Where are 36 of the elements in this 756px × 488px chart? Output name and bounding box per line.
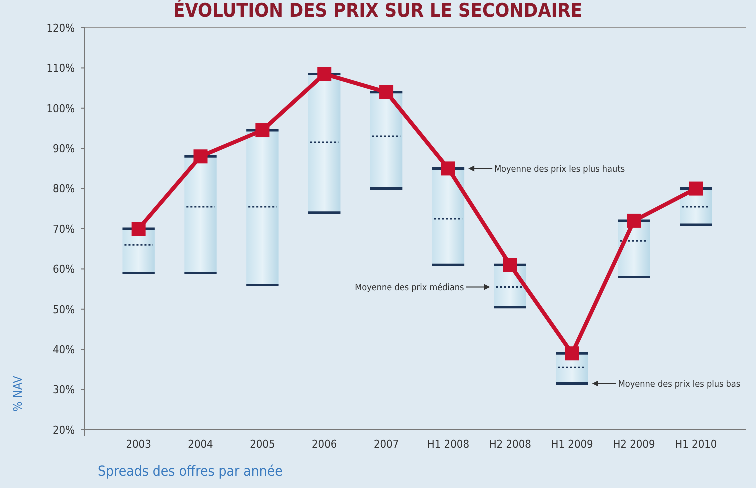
- point: [627, 214, 642, 228]
- annotation: Moyenne des prix les plus hauts: [494, 164, 626, 175]
- point: [194, 150, 208, 164]
- x-tick-label: H2 2009: [613, 438, 656, 451]
- y-tick-label: 80%: [53, 182, 75, 196]
- point: [689, 182, 704, 196]
- x-tick-label: H1 2010: [675, 438, 718, 451]
- point: [318, 67, 332, 82]
- x-tick-label: H2 2008: [489, 438, 532, 451]
- x-tick-label: 2004: [188, 438, 214, 451]
- point: [132, 222, 146, 236]
- x-tick-label: 2006: [312, 438, 338, 451]
- point: [503, 258, 518, 272]
- point: [441, 162, 456, 176]
- x-tick-label: H1 2008: [427, 438, 470, 451]
- y-tick-label: 90%: [53, 142, 75, 156]
- annotation: Moyenne des prix médians: [355, 282, 464, 294]
- y-axis-title: % NAV: [11, 376, 25, 412]
- x-tick-label: H1 2009: [551, 438, 594, 451]
- x-axis-title: Spreads des offres par année: [98, 464, 284, 480]
- y-tick-label: 20%: [53, 424, 75, 437]
- x-tick-label: 2007: [374, 438, 400, 451]
- y-tick-label: 60%: [53, 263, 75, 276]
- annotation: Moyenne des prix les plus bas: [618, 380, 741, 390]
- y-tick-label: 100%: [46, 102, 75, 116]
- point: [256, 124, 270, 138]
- y-tick-label: 40%: [53, 343, 75, 356]
- y-tick-label: 50%: [53, 303, 75, 316]
- y-tick-label: 120%: [46, 22, 75, 35]
- point: [565, 346, 580, 361]
- y-tick-label: 30%: [53, 384, 75, 397]
- x-tick-label: 2003: [126, 438, 152, 451]
- y-tick-label: 70%: [53, 222, 75, 236]
- point: [380, 85, 394, 100]
- x-tick-label: 2005: [250, 438, 276, 451]
- y-tick-label: 110%: [46, 62, 75, 76]
